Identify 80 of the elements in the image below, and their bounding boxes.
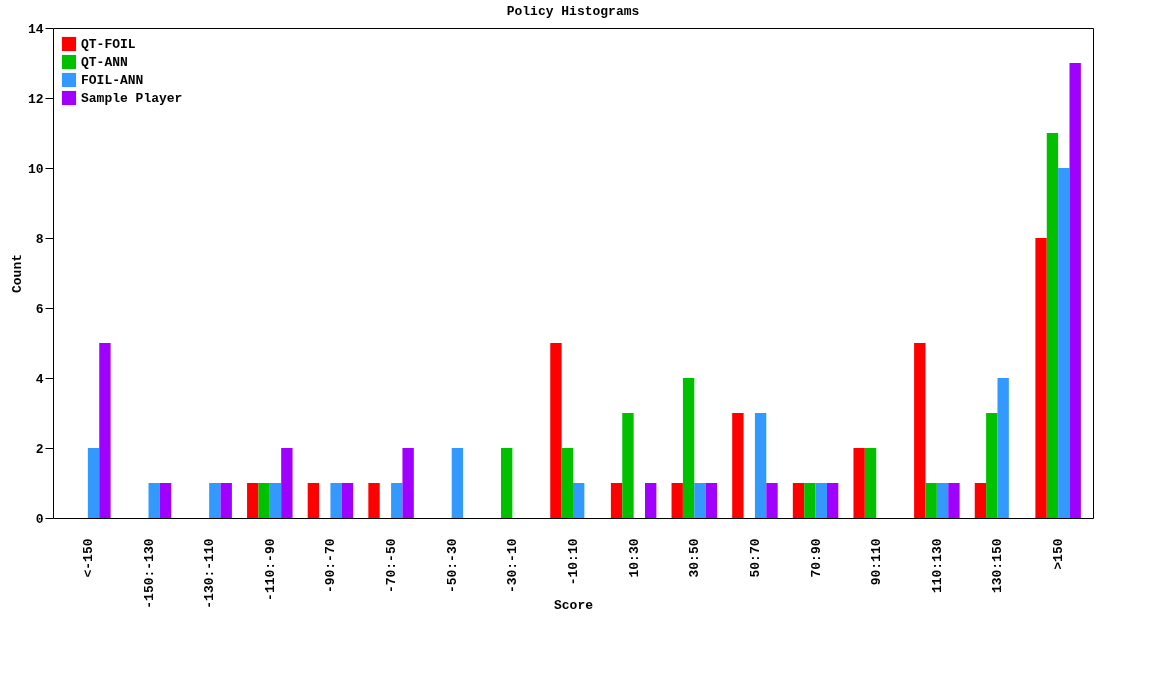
y-tick-label: 8 [35,231,44,247]
bar [948,483,960,518]
x-tick-label: 70:90 [808,538,824,578]
chart-title: Policy Histograms [506,4,640,19]
bar [610,483,623,518]
bar [391,483,403,518]
x-tick-label: >150 [1051,538,1067,570]
x-tick-label: 30:50 [687,538,703,578]
bar [986,413,998,518]
bar [645,483,657,518]
x-tick-label: -130:-110 [202,538,218,609]
bar [1035,238,1047,518]
x-tick-label: -70:-50 [384,538,400,594]
y-axis-title: Count [9,253,25,294]
bar [766,483,778,518]
bar [792,483,805,518]
bar [732,413,744,518]
bar [853,448,865,518]
bar [754,413,767,518]
bar [148,483,160,518]
x-tick-label: 10:30 [626,538,642,578]
bar [330,483,342,518]
bar [1069,63,1081,518]
y-tick-label: 12 [27,91,44,107]
bar [87,448,100,518]
x-tick-label: -90:-70 [323,538,339,594]
x-tick-label: -150:-130 [141,538,157,609]
x-tick-label: -10:10 [566,538,581,586]
bar [258,483,270,518]
x-axis-title: Score [553,597,594,613]
bar [307,483,320,518]
bar [682,378,695,518]
bar [815,483,827,518]
legend-label: QT-FOIL [81,37,136,52]
y-tick-label: 0 [35,511,44,527]
bar [826,483,839,518]
bar [925,483,937,518]
bar [974,483,987,518]
y-tick-label: 10 [27,161,44,177]
x-tick-label: 130:150 [990,538,1006,594]
bar [209,483,221,518]
y-tick-label: 6 [35,301,44,317]
y-tick-label: 14 [27,21,44,37]
bar [269,483,282,518]
bar [561,448,573,518]
x-tick-label: -110:-90 [262,538,278,601]
bar [281,448,293,518]
bar [671,483,683,518]
bar [694,483,706,518]
bar [705,483,718,518]
x-tick-label: 50:70 [747,538,763,578]
bar [936,483,949,518]
x-tick-label: 110:130 [929,538,945,594]
y-tick-label: 2 [35,441,44,457]
bar [451,448,464,518]
bar [220,483,232,518]
bar [341,483,354,518]
bar [573,483,585,518]
legend-label: Sample Player [81,91,183,106]
bar [368,483,380,518]
bar [622,413,634,518]
bar [1046,133,1059,518]
x-tick-label: <-150 [80,538,96,578]
bar [997,378,1009,518]
bar [402,448,414,518]
x-tick-label: -50:-30 [444,538,460,594]
bar [1058,168,1070,518]
bar [247,483,259,518]
legend-label: FOIL-ANN [81,73,144,88]
x-tick-label: -30:-10 [505,538,521,594]
bar [550,343,562,518]
bar [159,483,172,518]
bar [864,448,877,518]
bar [914,343,926,518]
bar [500,448,513,518]
y-tick-label: 4 [35,371,44,387]
legend-label: QT-ANN [81,55,128,70]
x-tick-label: 90:110 [869,538,885,586]
bar [99,343,111,518]
bar [804,483,816,518]
